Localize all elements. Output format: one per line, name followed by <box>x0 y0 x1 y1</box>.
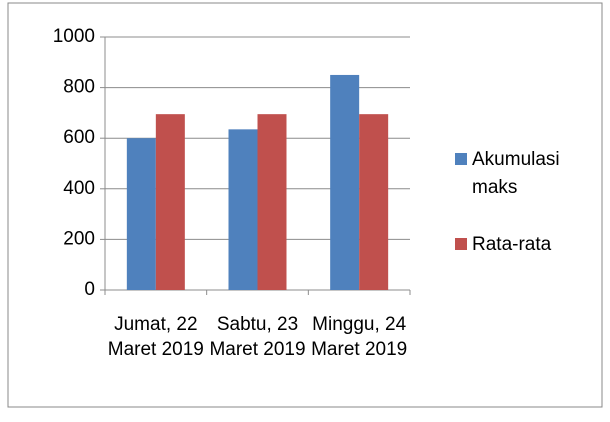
y-tick-label: 800 <box>63 77 95 98</box>
bar <box>228 129 258 290</box>
bar <box>330 74 360 290</box>
y-tick-label: 600 <box>63 127 95 148</box>
x-tick-label: Sabtu, 23 Maret 2019 <box>209 314 306 360</box>
legend-label: Rata-rata <box>472 234 552 255</box>
bar <box>359 114 389 290</box>
x-tick-label: Minggu, 24 Maret 2019 <box>311 314 408 360</box>
bar <box>155 114 185 290</box>
y-tick-label: 200 <box>63 228 95 249</box>
legend-label: Akumulasi maks <box>472 149 560 198</box>
y-tick-label: 400 <box>63 178 95 199</box>
legend-swatch <box>455 238 467 250</box>
legend-swatch <box>455 153 467 165</box>
y-tick-label: 1000 <box>53 26 95 47</box>
bar <box>126 138 156 290</box>
x-tick-label: Jumat, 22 Maret 2019 <box>107 314 204 360</box>
chart-border <box>7 2 603 408</box>
bar <box>257 114 287 290</box>
y-tick-label: 0 <box>84 279 95 300</box>
